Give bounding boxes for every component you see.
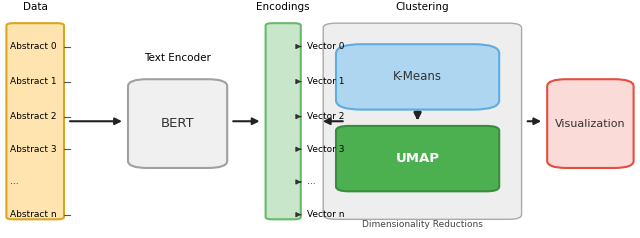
Text: Vector 2: Vector 2 [307, 112, 344, 121]
Text: Abstract 1: Abstract 1 [10, 77, 56, 86]
FancyBboxPatch shape [336, 44, 499, 109]
FancyBboxPatch shape [323, 23, 522, 219]
Text: Encodings: Encodings [257, 1, 310, 11]
Text: Abstract 3: Abstract 3 [10, 145, 56, 154]
Text: Data: Data [23, 1, 47, 11]
Text: BERT: BERT [161, 117, 195, 130]
Text: Abstract 0: Abstract 0 [10, 42, 56, 51]
FancyBboxPatch shape [266, 23, 301, 219]
Text: Abstract n: Abstract n [10, 210, 56, 219]
Text: Vector n: Vector n [307, 210, 345, 219]
Text: ...: ... [10, 178, 18, 186]
Text: Visualization: Visualization [555, 119, 626, 129]
Text: Vector 3: Vector 3 [307, 145, 345, 154]
Text: Clustering: Clustering [396, 1, 449, 11]
Text: UMAP: UMAP [396, 152, 440, 165]
Text: Abstract 2: Abstract 2 [10, 112, 56, 121]
FancyBboxPatch shape [128, 79, 227, 168]
Text: Vector 1: Vector 1 [307, 77, 345, 86]
Text: ...: ... [307, 178, 316, 186]
Text: K-Means: K-Means [393, 70, 442, 83]
FancyBboxPatch shape [336, 126, 499, 191]
FancyBboxPatch shape [547, 79, 634, 168]
Text: Vector 0: Vector 0 [307, 42, 345, 51]
Text: Text Encoder: Text Encoder [144, 53, 211, 63]
Text: Dimensionality Reductions: Dimensionality Reductions [362, 220, 483, 229]
FancyBboxPatch shape [6, 23, 64, 219]
